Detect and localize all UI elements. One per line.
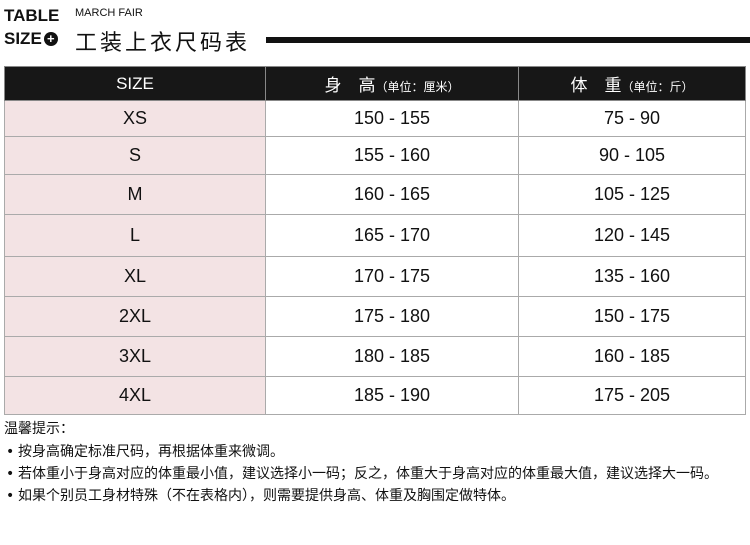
weight-cell: 175 - 205 (518, 376, 746, 415)
height-cell: 170 - 175 (265, 256, 519, 297)
table-row: XS 150 - 155 75 - 90 (4, 100, 746, 137)
col-label: 身 高 (324, 76, 376, 95)
col-label: SIZE (116, 73, 154, 93)
size-cell: 2XL (4, 296, 266, 337)
subtitle: MARCH FAIR (75, 7, 143, 19)
page-title: 工装上衣尺码表 (75, 31, 251, 56)
size-cell: 4XL (4, 376, 266, 415)
table-row: L 165 - 170 120 - 145 (4, 214, 746, 257)
title-divider (266, 37, 750, 43)
size-cell: S (4, 136, 266, 175)
size-cell: XL (4, 256, 266, 297)
plus-circle-icon: + (43, 32, 58, 46)
col-unit: （单位：斤） (621, 80, 694, 94)
notes: 温馨提示： 按身高确定标准尺码，再根据体重来微调。 若体重小于身高对应的体重最小… (4, 420, 718, 509)
col-size: SIZE (4, 66, 266, 101)
size-cell: M (4, 174, 266, 215)
note-item: 如果个别员工身材特殊（不在表格内），则需要提供身高、体重及胸围定做特体。 (6, 487, 718, 506)
height-cell: 165 - 170 (265, 214, 519, 257)
table-row: 3XL 180 - 185 160 - 185 (4, 336, 746, 377)
table-row: 4XL 185 - 190 175 - 205 (4, 376, 746, 415)
height-cell: 180 - 185 (265, 336, 519, 377)
height-cell: 160 - 165 (265, 174, 519, 215)
size-cell: 3XL (4, 336, 266, 377)
table-row: M 160 - 165 105 - 125 (4, 174, 746, 215)
size-table: SIZE 身 高（单位：厘米） 体 重（单位：斤） XS 150 - 155 75 … (4, 66, 746, 415)
logo-size-text: SIZE (4, 29, 42, 48)
notes-title: 温馨提示： (4, 421, 74, 437)
weight-cell: 90 - 105 (518, 136, 746, 175)
col-height: 身 高（单位：厘米） (265, 66, 519, 101)
table-row: S 155 - 160 90 - 105 (4, 136, 746, 175)
size-cell: XS (4, 100, 266, 137)
note-item: 若体重小于身高对应的体重最小值，建议选择小一码；反之，体重大于身高对应的体重最大… (6, 465, 718, 484)
weight-cell: 105 - 125 (518, 174, 746, 215)
col-weight: 体 重（单位：斤） (518, 66, 746, 101)
col-unit: （单位：厘米） (375, 80, 460, 94)
size-cell: L (4, 214, 266, 257)
col-label: 体 重 (570, 76, 622, 95)
height-cell: 175 - 180 (265, 296, 519, 337)
table-row: XL 170 - 175 135 - 160 (4, 256, 746, 297)
note-item: 按身高确定标准尺码，再根据体重来微调。 (6, 443, 718, 462)
weight-cell: 120 - 145 (518, 214, 746, 257)
height-cell: 150 - 155 (265, 100, 519, 137)
weight-cell: 75 - 90 (518, 100, 746, 137)
height-cell: 185 - 190 (265, 376, 519, 415)
logo-size: SIZE + (4, 29, 58, 49)
weight-cell: 135 - 160 (518, 256, 746, 297)
weight-cell: 160 - 185 (518, 336, 746, 377)
height-cell: 155 - 160 (265, 136, 519, 175)
weight-cell: 150 - 175 (518, 296, 746, 337)
logo-table: TABLE (4, 6, 60, 25)
table-row: 2XL 175 - 180 150 - 175 (4, 296, 746, 337)
